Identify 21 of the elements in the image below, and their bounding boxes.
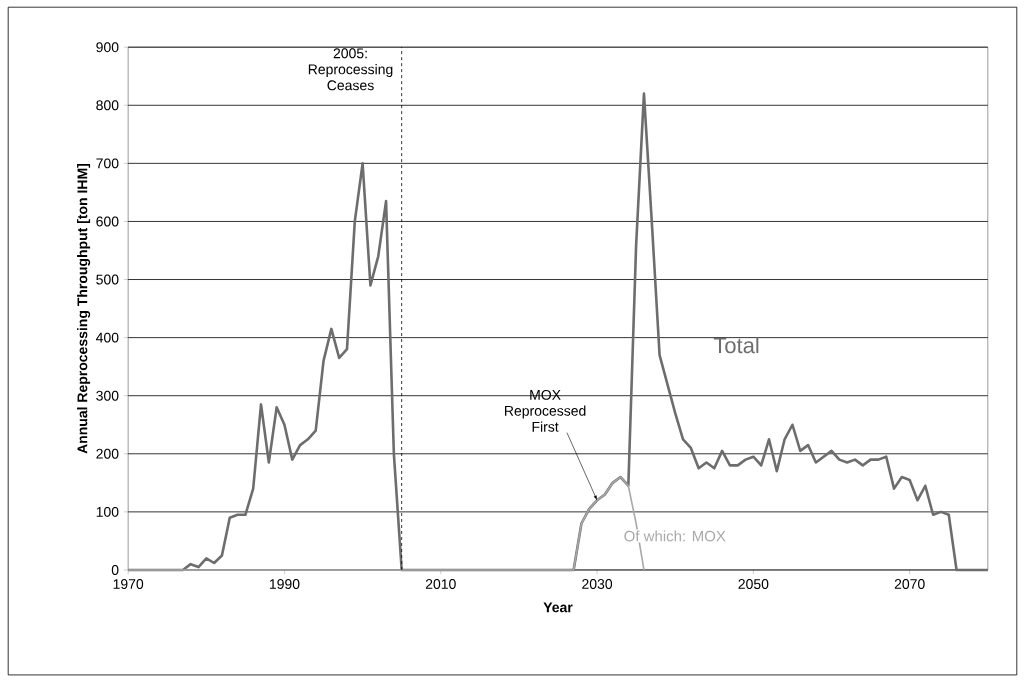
y-tick-label: 100 xyxy=(96,506,119,517)
y-tick-label: 900 xyxy=(96,42,119,53)
y-tick-label: 200 xyxy=(96,448,119,459)
x-tick-label: 1970 xyxy=(113,579,144,589)
ref-line-label: 2005: Reprocessing Ceases xyxy=(308,48,393,91)
y-tick-label: 700 xyxy=(96,158,119,169)
y-tick-label: 600 xyxy=(96,216,119,227)
x-tick-label: 2070 xyxy=(894,579,925,589)
x-tick-label: 2010 xyxy=(425,579,456,589)
x-tick-label: 1990 xyxy=(269,579,300,589)
x-tick-label: 2050 xyxy=(738,579,769,589)
series-label: Of which: MOX xyxy=(624,530,726,542)
text: Total xyxy=(713,337,759,354)
y-tick-label: 800 xyxy=(96,100,119,111)
y-tick-label: 300 xyxy=(96,390,119,401)
y-axis-title: Annual Reprocessing Throughput [ton IHM] xyxy=(77,163,91,454)
y-tick-label: 500 xyxy=(96,274,119,285)
y-tick-label: 0 xyxy=(111,564,119,575)
x-tick-label: 2030 xyxy=(582,579,613,589)
x-axis-title: Year xyxy=(543,602,573,613)
y-tick-label: 400 xyxy=(95,332,119,343)
